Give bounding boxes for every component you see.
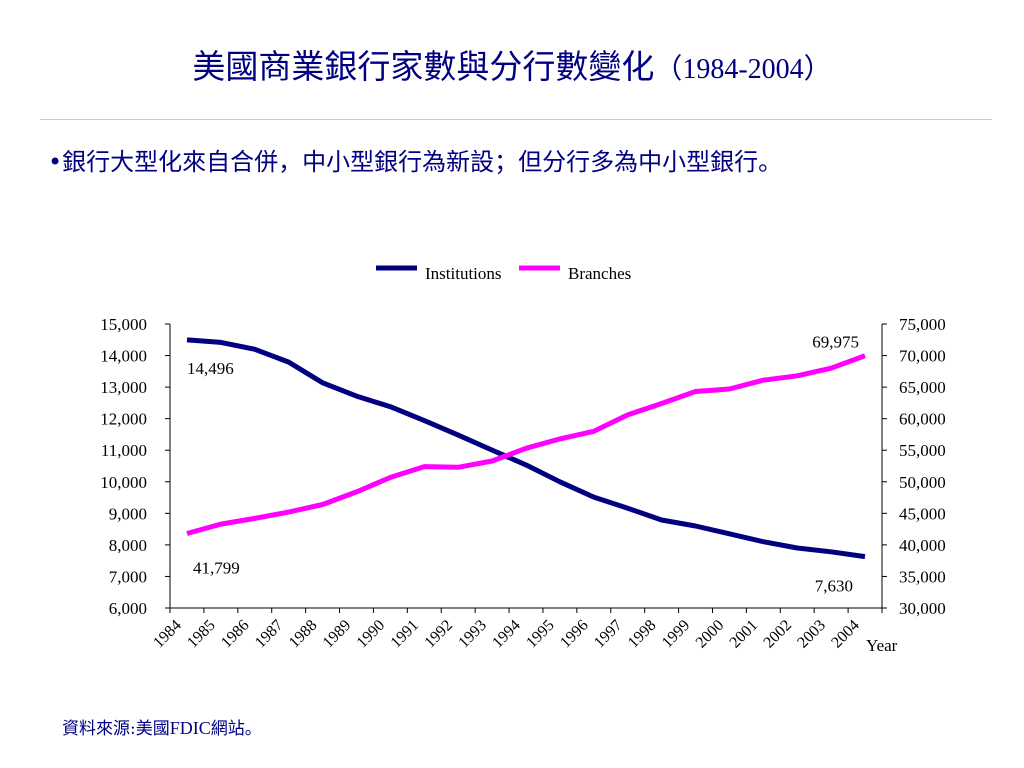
data-label: 41,799 bbox=[193, 559, 240, 578]
legend-label-branches: Branches bbox=[568, 264, 631, 283]
right-tick-label: 50,000 bbox=[899, 473, 946, 492]
title-divider bbox=[40, 119, 992, 120]
source-prefix: 資料來源:美國 bbox=[62, 719, 170, 739]
bullet-text: •銀行大型化來自合併，中小型銀行為新設；但分行多為中小型銀行。 bbox=[48, 148, 783, 176]
left-tick-label: 14,000 bbox=[100, 347, 147, 366]
left-tick-label: 15,000 bbox=[100, 315, 147, 334]
x-tick-label: 1998 bbox=[625, 617, 660, 652]
x-tick-label: 2003 bbox=[794, 617, 829, 652]
source-org: FDIC bbox=[169, 718, 211, 738]
x-tick-label: 2000 bbox=[693, 617, 728, 652]
source-note: 資料來源:美國FDIC網站。 bbox=[62, 714, 262, 739]
x-tick-label: 2002 bbox=[760, 617, 795, 652]
source-suffix: 網站。 bbox=[210, 719, 262, 739]
x-axis-label: Year bbox=[866, 636, 898, 655]
right-tick-label: 75,000 bbox=[899, 315, 946, 334]
left-tick-label: 6,000 bbox=[109, 599, 147, 618]
series-line-branches bbox=[186, 353, 866, 536]
right-tick-label: 70,000 bbox=[899, 347, 946, 366]
left-tick-label: 7,000 bbox=[109, 567, 147, 586]
right-tick-label: 60,000 bbox=[899, 410, 946, 429]
data-label: 14,496 bbox=[187, 359, 234, 378]
data-label: 69,975 bbox=[812, 333, 859, 352]
title-years: （1984-2004） bbox=[654, 54, 832, 85]
data-label: 7,630 bbox=[815, 577, 853, 596]
left-tick-label: 12,000 bbox=[100, 410, 147, 429]
x-tick-label: 1988 bbox=[286, 617, 321, 652]
right-tick-label: 40,000 bbox=[899, 536, 946, 555]
x-tick-label: 1985 bbox=[184, 617, 219, 652]
x-tick-label: 1994 bbox=[489, 617, 524, 652]
x-tick-label: 1989 bbox=[320, 617, 355, 652]
x-tick-label: 2001 bbox=[727, 617, 762, 652]
x-tick-label: 1995 bbox=[523, 617, 558, 652]
series-line-institutions bbox=[186, 337, 866, 560]
x-tick-label: 1999 bbox=[659, 617, 694, 652]
left-tick-label: 10,000 bbox=[100, 473, 147, 492]
right-tick-label: 65,000 bbox=[899, 378, 946, 397]
left-tick-label: 11,000 bbox=[101, 441, 147, 460]
x-tick-label: 2004 bbox=[828, 617, 863, 652]
left-tick-label: 13,000 bbox=[100, 378, 147, 397]
x-tick-label: 1990 bbox=[354, 617, 389, 652]
x-tick-label: 1997 bbox=[591, 617, 626, 652]
right-tick-label: 55,000 bbox=[899, 441, 946, 460]
x-tick-label: 1993 bbox=[455, 617, 490, 652]
title-text: 美國商業銀行家數與分行數變化 bbox=[192, 47, 655, 86]
x-tick-label: 1986 bbox=[218, 617, 253, 652]
right-tick-label: 30,000 bbox=[899, 599, 946, 618]
right-tick-label: 35,000 bbox=[899, 567, 946, 586]
slide-title: 美國商業銀行家數與分行數變化（1984-2004） bbox=[0, 40, 1024, 88]
x-tick-label: 1996 bbox=[557, 617, 592, 652]
left-tick-label: 8,000 bbox=[109, 536, 147, 555]
x-tick-label: 1992 bbox=[421, 617, 456, 652]
left-tick-label: 9,000 bbox=[109, 504, 147, 523]
x-tick-label: 1984 bbox=[150, 617, 185, 652]
x-tick-label: 1987 bbox=[252, 617, 287, 652]
right-tick-label: 45,000 bbox=[899, 504, 946, 523]
legend-label-institutions: Institutions bbox=[425, 264, 502, 283]
x-tick-label: 1991 bbox=[388, 617, 423, 652]
